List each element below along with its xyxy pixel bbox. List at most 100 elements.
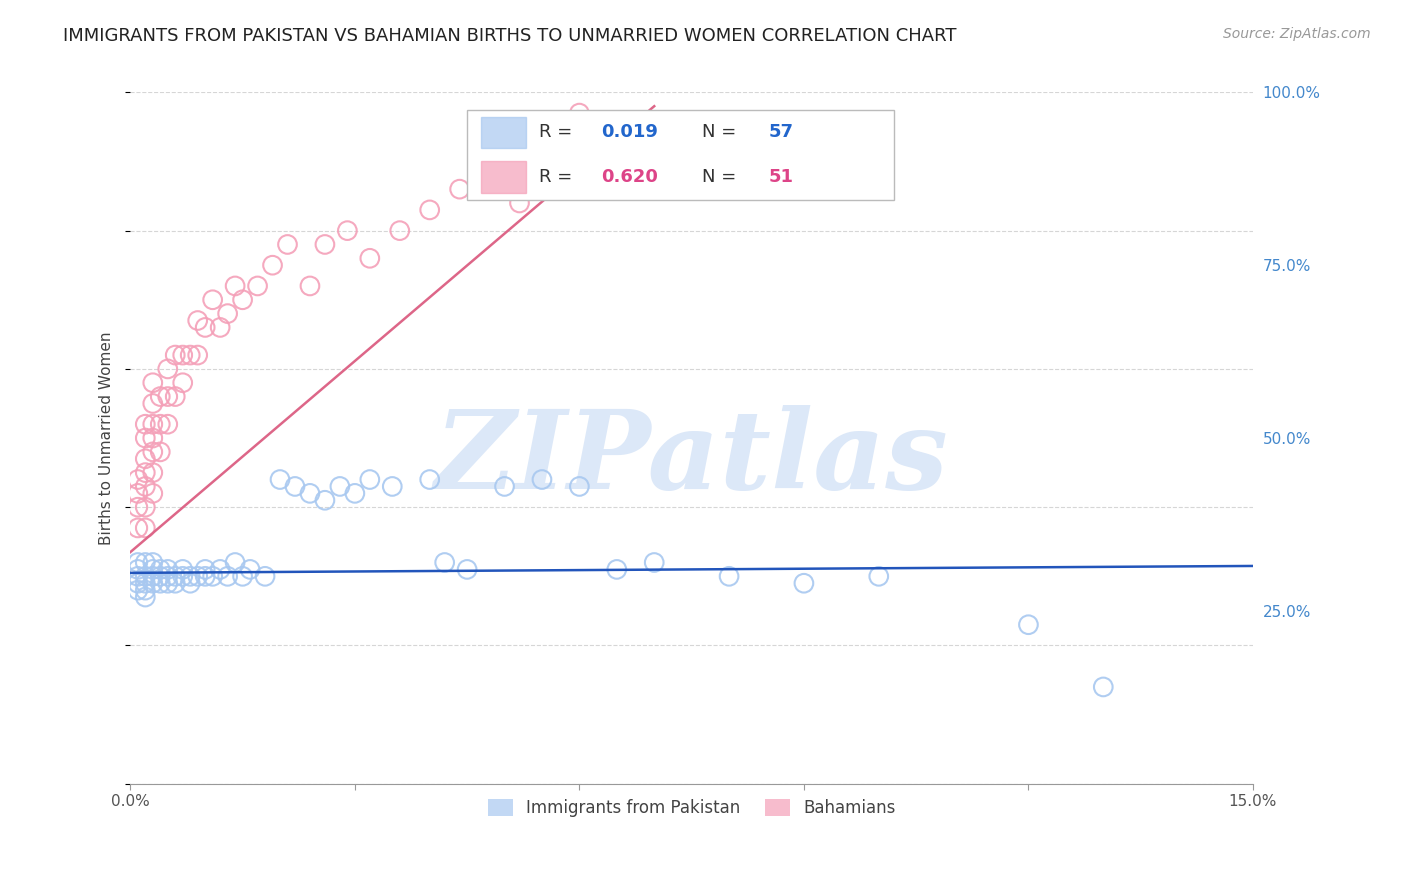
Point (239, 562, 262, 576)
Point (134, 576, 156, 591)
Point (329, 479, 352, 493)
Point (156, 362, 179, 376)
Point (134, 466, 156, 480)
Point (127, 473, 149, 487)
Point (127, 556, 149, 570)
Point (201, 569, 224, 583)
Point (134, 583, 156, 598)
Point (165, 569, 187, 583)
Point (142, 431, 165, 445)
Point (149, 445, 172, 459)
Point (142, 569, 165, 583)
Text: 57: 57 (769, 123, 794, 141)
Point (187, 313, 209, 327)
Point (127, 562, 149, 576)
Point (276, 237, 298, 252)
Point (172, 376, 194, 390)
Point (156, 417, 179, 432)
Point (134, 569, 156, 583)
Point (478, 169, 501, 183)
Point (142, 396, 165, 410)
Point (134, 500, 156, 515)
Point (179, 576, 201, 591)
Point (172, 562, 194, 576)
Point (359, 473, 381, 487)
Point (142, 486, 165, 500)
Point (149, 569, 172, 583)
Point (269, 473, 291, 487)
Point (419, 473, 441, 487)
Point (187, 569, 209, 583)
Point (156, 390, 179, 404)
Point (194, 569, 217, 583)
Point (254, 569, 277, 583)
Point (508, 196, 530, 211)
Point (149, 562, 172, 576)
Point (217, 569, 239, 583)
Point (224, 279, 246, 293)
Bar (481, 117, 526, 148)
Point (156, 576, 179, 591)
Legend: Immigrants from Pakistan, Bahamians: Immigrants from Pakistan, Bahamians (481, 792, 903, 824)
Text: N =: N = (702, 168, 742, 186)
Point (127, 583, 149, 598)
Point (284, 479, 307, 493)
Point (172, 348, 194, 362)
Text: 0.019: 0.019 (600, 123, 658, 141)
Point (134, 556, 156, 570)
Point (127, 576, 149, 591)
Point (127, 486, 149, 500)
Point (194, 320, 217, 334)
Point (314, 237, 336, 252)
Point (156, 562, 179, 576)
Point (187, 348, 209, 362)
Point (433, 556, 456, 570)
Point (456, 562, 478, 576)
Point (343, 486, 366, 500)
Text: R =: R = (538, 123, 578, 141)
Point (359, 252, 381, 266)
Point (298, 279, 321, 293)
Point (142, 376, 165, 390)
Point (209, 320, 232, 334)
Point (538, 169, 561, 183)
Point (793, 576, 815, 591)
Bar (481, 161, 526, 193)
Point (149, 417, 172, 432)
Point (217, 307, 239, 321)
Point (494, 479, 516, 493)
Point (134, 521, 156, 535)
Point (232, 569, 254, 583)
Point (449, 182, 471, 196)
Point (314, 493, 336, 508)
Point (142, 556, 165, 570)
Text: 0.620: 0.620 (600, 168, 658, 186)
Point (142, 417, 165, 432)
Point (127, 500, 149, 515)
Point (142, 445, 165, 459)
Point (201, 293, 224, 307)
Point (568, 479, 591, 493)
Point (388, 224, 411, 238)
Point (165, 576, 187, 591)
Point (179, 569, 201, 583)
Point (419, 202, 441, 217)
Y-axis label: Births to Unmarried Women: Births to Unmarried Women (100, 331, 114, 545)
Point (165, 390, 187, 404)
Text: ZIPatlas: ZIPatlas (434, 405, 949, 513)
Point (868, 569, 890, 583)
Point (127, 521, 149, 535)
Point (134, 479, 156, 493)
Point (149, 576, 172, 591)
Point (179, 348, 201, 362)
Point (224, 556, 246, 570)
Text: IMMIGRANTS FROM PAKISTAN VS BAHAMIAN BIRTHS TO UNMARRIED WOMEN CORRELATION CHART: IMMIGRANTS FROM PAKISTAN VS BAHAMIAN BIR… (63, 27, 956, 45)
Point (718, 569, 741, 583)
Point (142, 576, 165, 591)
Point (134, 431, 156, 445)
Point (134, 451, 156, 466)
Point (156, 569, 179, 583)
Point (165, 348, 187, 362)
Point (262, 258, 284, 272)
Point (1092, 680, 1115, 694)
